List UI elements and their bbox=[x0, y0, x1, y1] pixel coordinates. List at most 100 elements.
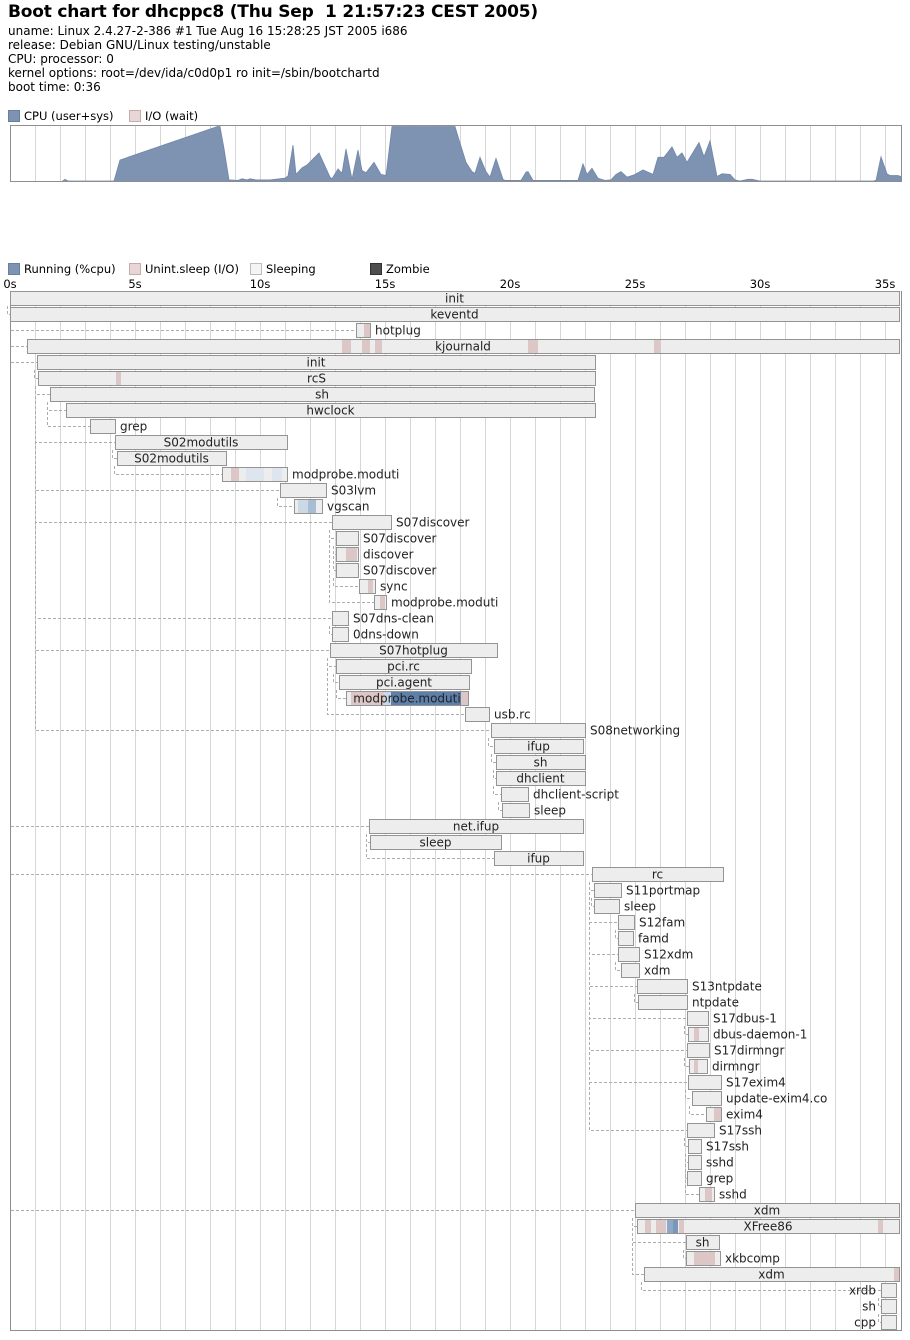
process-label: S07discover bbox=[396, 516, 470, 530]
process-label: xdm bbox=[758, 1268, 784, 1282]
cpu-usage-area bbox=[10, 126, 902, 182]
process-bar bbox=[359, 579, 376, 594]
process-row: exim4 bbox=[706, 1107, 763, 1122]
process-state-segment bbox=[645, 1220, 651, 1233]
process-label: S08networking bbox=[590, 724, 680, 738]
process-connector bbox=[878, 1314, 882, 1323]
process-bar bbox=[881, 1315, 897, 1330]
page-title: Boot chart for dhcppc8 (Thu Sep 1 21:57:… bbox=[8, 2, 538, 22]
process-state-segment bbox=[116, 372, 121, 385]
process-connector bbox=[35, 386, 51, 395]
process-label: rcS bbox=[307, 372, 326, 386]
process-state-segment bbox=[656, 1220, 666, 1233]
process-row: S17dbus-1 bbox=[687, 1011, 777, 1026]
cpu-chart-legend: CPU (user+sys) I/O (wait) bbox=[8, 109, 902, 123]
process-bar bbox=[635, 1203, 900, 1218]
process-bar bbox=[332, 515, 392, 530]
process-bar bbox=[494, 851, 584, 866]
process-label: dbus-daemon-1 bbox=[713, 1028, 807, 1042]
time-tick-label: 20s bbox=[499, 277, 521, 291]
process-bar bbox=[637, 1219, 900, 1234]
process-bar bbox=[336, 563, 359, 578]
process-connector bbox=[333, 674, 340, 683]
process-connector bbox=[683, 1250, 687, 1259]
process-row: xdm bbox=[644, 1267, 900, 1282]
process-connector bbox=[878, 1298, 882, 1307]
header-line: boot time: 0:36 bbox=[8, 80, 101, 94]
time-axis: 0s 5s 10s 15s 20s 25s 30s 35s bbox=[0, 277, 910, 291]
process-state-segment bbox=[894, 1268, 899, 1281]
process-state-segment bbox=[380, 596, 385, 609]
process-connector bbox=[632, 1218, 645, 1275]
process-state-segment bbox=[667, 1220, 673, 1233]
process-bar bbox=[692, 1091, 722, 1106]
process-connector bbox=[685, 1090, 693, 1099]
process-row: xkbcomp bbox=[686, 1251, 780, 1266]
process-label: xrdb bbox=[849, 1284, 876, 1298]
process-row: xdm bbox=[621, 963, 670, 978]
process-row: sh bbox=[686, 1235, 720, 1250]
header-line: uname: Linux 2.4.27-2-386 #1 Tue Aug 16 … bbox=[8, 24, 408, 38]
legend-item: Running (%cpu) bbox=[8, 262, 116, 276]
process-row: xdm bbox=[635, 1203, 900, 1218]
process-connector bbox=[336, 690, 347, 699]
process-label: ntpdate bbox=[692, 996, 739, 1010]
process-label: exim4 bbox=[726, 1108, 763, 1122]
process-label: pci.rc bbox=[387, 660, 420, 674]
process-label: S17ssh bbox=[719, 1124, 762, 1138]
process-label: S02modutils bbox=[134, 452, 209, 466]
process-state-segment bbox=[461, 692, 468, 705]
process-row: modprobe.moduti bbox=[374, 595, 498, 610]
process-row: sync bbox=[359, 579, 408, 594]
process-row: init bbox=[10, 291, 900, 306]
time-tick-label: 35s bbox=[874, 277, 896, 291]
process-label: discover bbox=[363, 548, 414, 562]
process-row: dbus-daemon-1 bbox=[688, 1027, 807, 1042]
process-label: xkbcomp bbox=[725, 1252, 780, 1266]
process-connector bbox=[684, 1138, 689, 1147]
process-bar bbox=[494, 739, 584, 754]
process-connector bbox=[685, 1154, 688, 1179]
process-label: dirmngr bbox=[712, 1060, 760, 1074]
time-tick-label: 5s bbox=[128, 277, 142, 291]
process-connector bbox=[7, 306, 11, 315]
process-row: sleep bbox=[594, 899, 656, 914]
process-bar bbox=[618, 947, 640, 962]
process-state-segment bbox=[878, 1220, 883, 1233]
process-row: S13ntpdate bbox=[637, 979, 762, 994]
process-row: hotplug bbox=[356, 323, 421, 338]
process-row: cpp bbox=[854, 1315, 897, 1330]
process-connector bbox=[35, 386, 281, 491]
process-row: sleep bbox=[502, 803, 566, 818]
process-connector bbox=[615, 930, 619, 939]
process-row: grep bbox=[687, 1171, 733, 1186]
process-connector bbox=[47, 402, 67, 411]
process-row: S07discover bbox=[336, 531, 437, 546]
process-bar bbox=[90, 419, 116, 434]
process-row: pci.agent bbox=[339, 675, 470, 690]
process-connector bbox=[684, 1026, 689, 1035]
process-label: modprobe.moduti bbox=[391, 596, 498, 610]
process-row: S03lvm bbox=[280, 483, 376, 498]
process-row: S12xdm bbox=[618, 947, 693, 962]
process-state-segment bbox=[272, 468, 282, 481]
process-row: discover bbox=[336, 547, 414, 562]
process-label: sleep bbox=[624, 900, 656, 914]
process-bar bbox=[330, 643, 498, 658]
process-state-segment bbox=[654, 340, 661, 353]
time-tick-label: 10s bbox=[249, 277, 271, 291]
process-label: sh bbox=[696, 1236, 710, 1250]
io-swatch-icon bbox=[129, 263, 141, 275]
process-bar bbox=[10, 291, 900, 306]
process-bar bbox=[688, 1155, 702, 1170]
process-row: 0dns-down bbox=[332, 627, 419, 642]
process-label: sleep bbox=[534, 804, 566, 818]
process-label: S07discover bbox=[363, 532, 437, 546]
cpu-chart-frame bbox=[10, 125, 902, 182]
process-label: kjournald bbox=[435, 340, 491, 354]
process-connector bbox=[589, 882, 638, 987]
legend-label: Unint.sleep (I/O) bbox=[145, 262, 239, 276]
process-label: sh bbox=[534, 756, 548, 770]
process-state-segment bbox=[384, 692, 391, 705]
